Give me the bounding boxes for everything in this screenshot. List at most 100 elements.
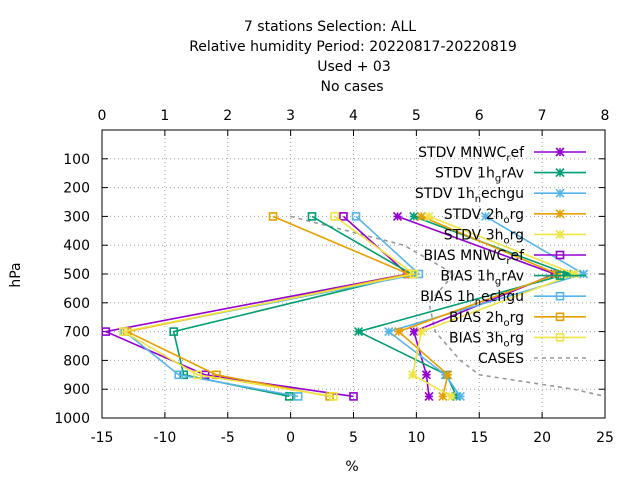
- title-block: 7 stations Selection: ALL Relative humid…: [189, 19, 517, 95]
- data-point: [392, 211, 403, 221]
- legend-label: BIAS 1hnechgu: [420, 289, 524, 308]
- title-line-4: No cases: [321, 79, 384, 95]
- legend-marker: [555, 291, 565, 301]
- data-point: [455, 391, 465, 401]
- x-tick-label: 10: [407, 430, 425, 446]
- title-line-1: 7 stations Selection: ALL: [244, 19, 416, 35]
- legend-item: BIAS 1hnechgu: [420, 289, 586, 308]
- legend-item: BIAS MNWCref: [424, 248, 586, 267]
- legend-label-part: BIAS 2h: [449, 310, 503, 326]
- data-point: [285, 392, 294, 401]
- legend-label: STDV 1hgrAv: [435, 166, 524, 185]
- series-bias-1h-nechgu: [120, 212, 424, 401]
- legend-label-part: echgu: [481, 186, 524, 202]
- data-point: [169, 327, 178, 336]
- data-point: [447, 391, 457, 401]
- data-point: [414, 269, 424, 279]
- x-tick-label: 0: [286, 430, 295, 446]
- legend-label-subscript: g: [495, 277, 501, 288]
- data-point: [416, 211, 426, 221]
- legend-label-part: STDV 1h: [415, 186, 475, 202]
- y-tick-label: 200: [63, 181, 90, 197]
- legend-label-part: BIAS MNWC: [424, 248, 507, 264]
- data-point: [562, 269, 572, 279]
- legend-marker: [555, 229, 565, 239]
- legend-label-part: rg: [510, 207, 524, 223]
- legend-label: BIAS 3horg: [449, 330, 524, 349]
- legend-label-part: ef: [510, 145, 525, 161]
- x-tick-label: 20: [533, 430, 551, 446]
- legend-marker: [555, 188, 565, 198]
- y-tick-label: 1000: [54, 411, 90, 427]
- x-tick-label: -5: [221, 430, 235, 446]
- x2-tick-label: 7: [538, 108, 547, 124]
- data-point: [579, 269, 589, 279]
- legend-label-part: BIAS 1h: [440, 269, 494, 285]
- legend-item: STDV 2horg: [444, 207, 586, 226]
- series-bias-3h-org: [119, 212, 419, 401]
- legend-item: BIAS 2horg: [449, 310, 586, 329]
- series-stdv-3h-org: [408, 211, 580, 401]
- y-tick-label: 800: [63, 353, 90, 369]
- series-stdv-2h-org: [394, 211, 562, 401]
- legend-label-subscript: g: [495, 174, 501, 185]
- data-point: [424, 391, 434, 401]
- legend-marker: [555, 271, 565, 280]
- x-tick-label: 15: [470, 430, 488, 446]
- data-point: [193, 370, 202, 380]
- legend-label: BIAS 2horg: [449, 310, 524, 329]
- legend-label-part: BIAS 3h: [449, 330, 503, 346]
- legend-label: STDV 3horg: [444, 227, 524, 246]
- x-axis-label: %: [345, 459, 358, 475]
- ticks: -15 -10 -5 0 5 10 15 20 25 0 1 2 3 4 5 6 7 8 100 200 300 400 5…: [54, 108, 614, 446]
- data-point: [384, 327, 394, 337]
- legend-label-subscript: n: [475, 297, 481, 308]
- x2-tick-label: 3: [286, 108, 295, 124]
- legend-label-part: STDV 3h: [444, 227, 504, 243]
- data-point: [438, 391, 448, 401]
- legend-label-subscript: o: [503, 215, 509, 226]
- legend-label-part: STDV 2h: [444, 207, 504, 223]
- data-point: [330, 212, 339, 221]
- legend-marker: [555, 147, 565, 157]
- data-point: [443, 370, 453, 380]
- x2-tick-label: 2: [223, 108, 232, 124]
- legend-label: STDV 2horg: [444, 207, 524, 226]
- y-tick-label: 100: [63, 152, 90, 168]
- x-tick-label: 25: [596, 430, 614, 446]
- legend-item: STDV 3horg: [444, 227, 586, 246]
- legend-marker: [555, 168, 565, 178]
- data-point: [174, 370, 184, 380]
- x-tick-label: 5: [349, 430, 358, 446]
- x2-tick-label: 6: [475, 108, 484, 124]
- series-line-cases: [290, 215, 606, 398]
- legend-label-part: rg: [510, 330, 524, 346]
- data-point: [394, 327, 404, 337]
- y-axis-label: hPa: [8, 262, 24, 287]
- legend-label-part: STDV 1h: [435, 166, 495, 182]
- y-tick-label: 300: [63, 209, 90, 225]
- y-tick-label: 500: [63, 267, 90, 283]
- y-tick-label: 400: [63, 238, 90, 254]
- legend-label-subscript: n: [475, 194, 481, 205]
- x2-tick-label: 4: [349, 108, 358, 124]
- legend-label-subscript: r: [506, 153, 511, 164]
- legend-item: STDV 1hnechgu: [415, 186, 586, 205]
- title-line-2: Relative humidity Period: 20220817-20220…: [189, 39, 517, 55]
- legend-label-part: rg: [510, 310, 524, 326]
- legend-label-subscript: r: [506, 256, 511, 267]
- series-line: [172, 215, 414, 398]
- legend-item: BIAS 1hgrAv: [440, 269, 586, 288]
- data-point: [480, 211, 491, 221]
- legend-label: STDV MNWCref: [418, 145, 525, 164]
- data-point: [349, 392, 358, 401]
- legend-item: STDV MNWCref: [418, 145, 586, 164]
- x2-tick-label: 8: [601, 108, 610, 124]
- data-point: [101, 327, 111, 336]
- series-line: [122, 215, 421, 398]
- y-tick-label: 900: [63, 382, 90, 398]
- data-point: [421, 370, 432, 380]
- legend-marker: [555, 333, 565, 342]
